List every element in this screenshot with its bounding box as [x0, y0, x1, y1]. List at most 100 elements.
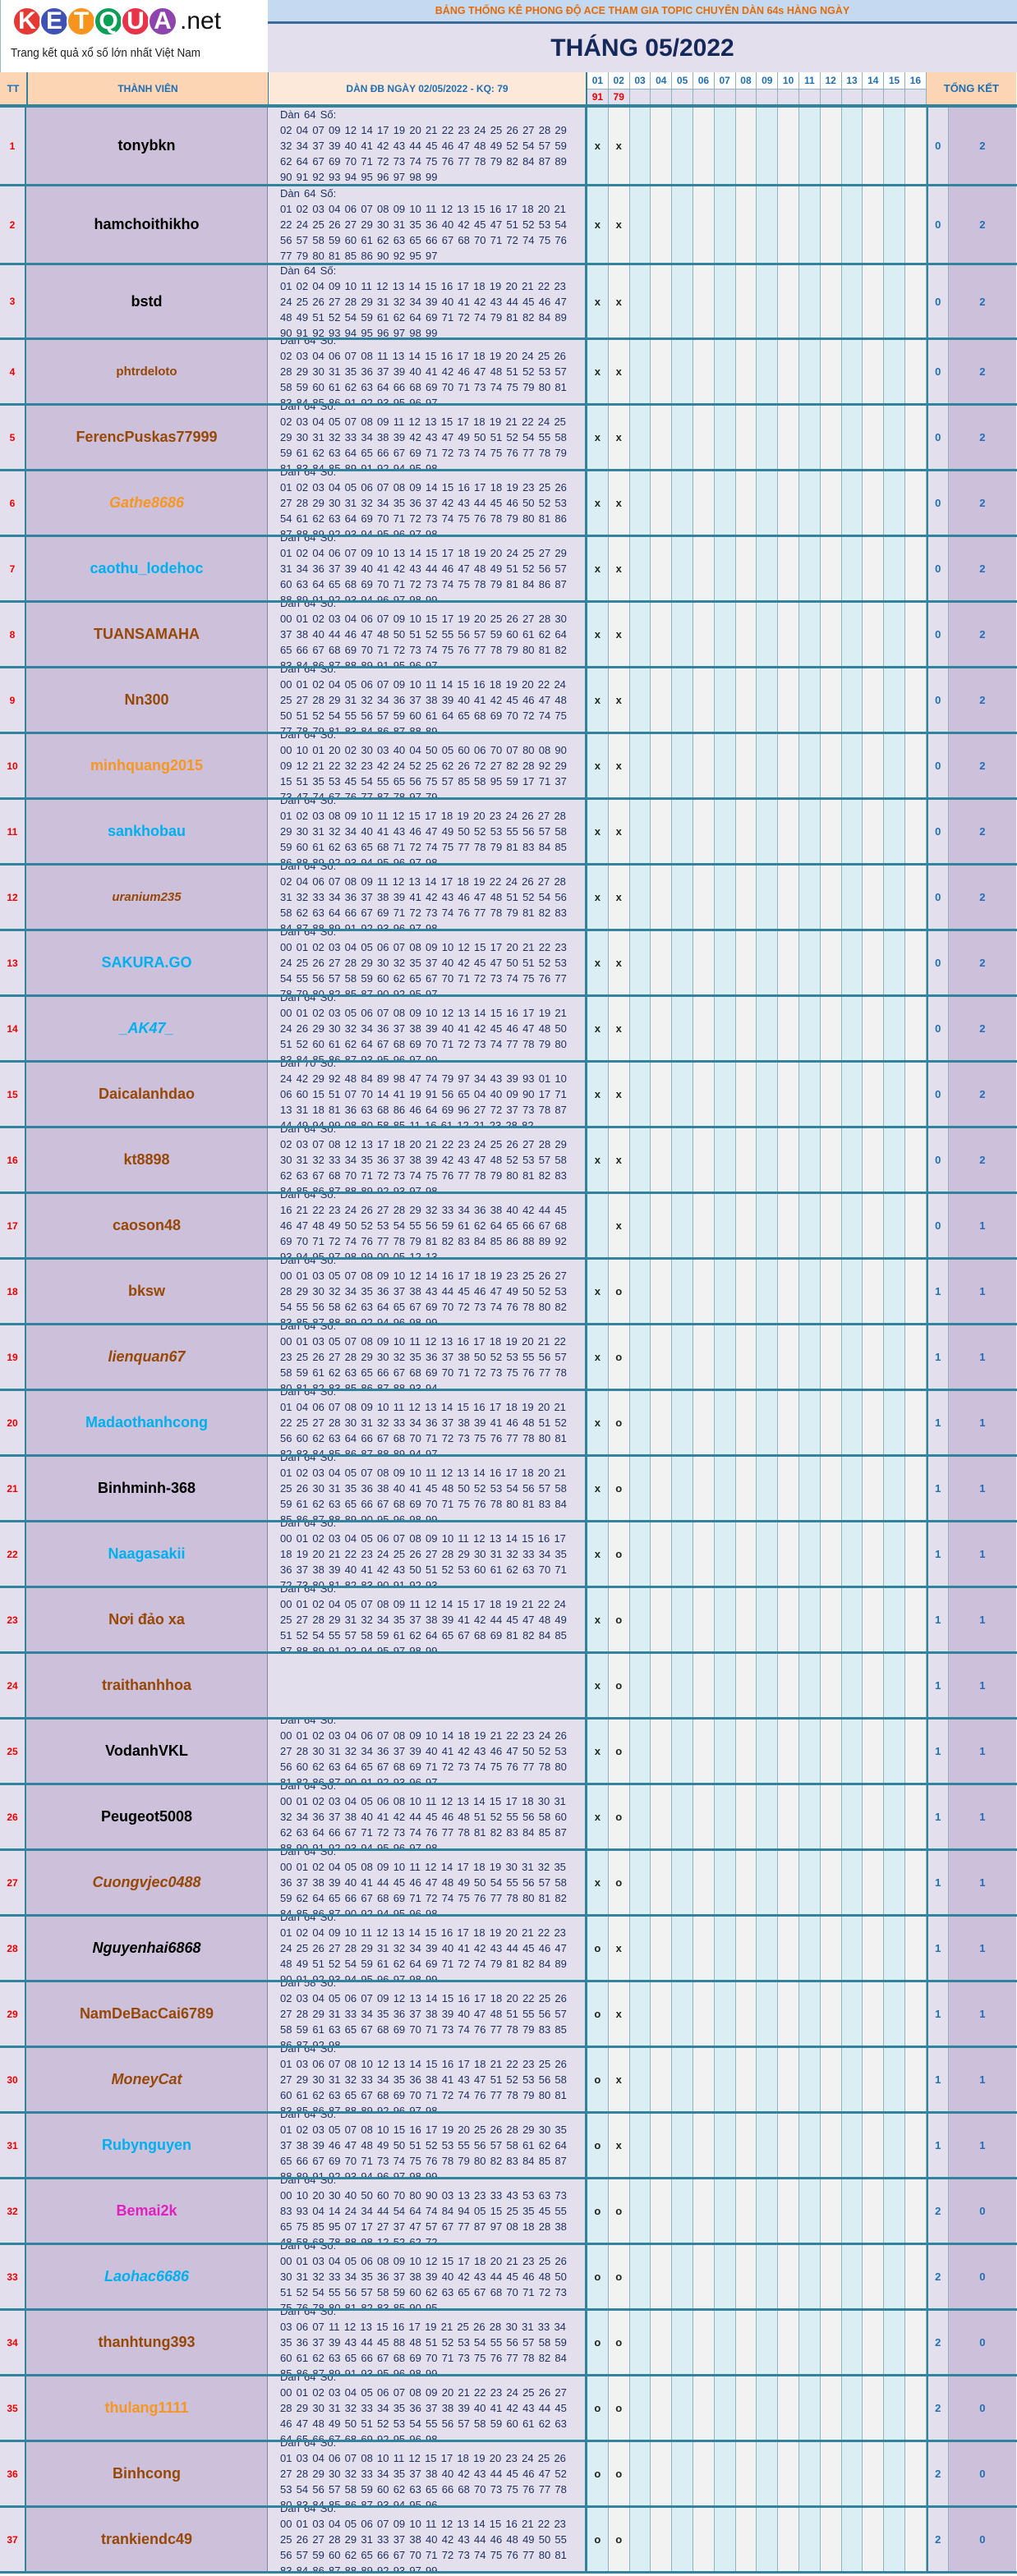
member-name[interactable]: Daicalanhdao [26, 1063, 268, 1126]
day-result [778, 90, 798, 104]
dan-line: 00 10 20 30 40 50 60 70 80 90 03 13 23 3… [280, 2189, 567, 2202]
member-name[interactable]: FerencPuskas77999 [26, 406, 268, 469]
day-cell-13 [841, 866, 863, 929]
day-cell-02: x [608, 2048, 630, 2111]
day-cell-07 [714, 1720, 736, 1783]
row-number: 25 [0, 1720, 26, 1783]
dan-line: 56 60 62 63 64 66 67 68 70 71 72 73 75 7… [280, 1432, 567, 1444]
day-cell-13 [841, 1982, 863, 2046]
day-cell-06 [693, 2376, 715, 2440]
day-cell-08 [735, 800, 757, 863]
day-cell-10 [778, 537, 799, 600]
day-cell-15 [884, 2508, 905, 2571]
day-cell-11 [798, 668, 821, 732]
day-cell-05 [672, 265, 693, 337]
day-cell-07 [714, 1325, 736, 1389]
day-cell-14 [863, 2508, 885, 2571]
day-cell-07 [714, 931, 736, 994]
member-name[interactable]: Naagasakii [26, 1522, 268, 1586]
member-name[interactable]: traithanhhoa [26, 1654, 268, 1717]
row-number: 34 [0, 2311, 26, 2374]
member-name[interactable]: sankhobau [26, 800, 268, 863]
day-cell-09 [757, 406, 779, 469]
day-cell-12 [820, 186, 842, 263]
member-name[interactable]: Binhminh-368 [26, 1457, 268, 1520]
day-cell-05 [672, 1260, 693, 1323]
member-name[interactable]: Cuongvjec0488 [26, 1851, 268, 1914]
day-cell-07 [714, 340, 736, 403]
dan-line: 01 03 04 06 07 08 10 11 12 15 17 18 19 2… [280, 2452, 566, 2464]
dan-line: 87 88 89 92 93 94 95 96 97 98 [280, 528, 438, 535]
day-cell-15 [884, 2376, 905, 2440]
member-name[interactable]: hamchoithikho [26, 186, 268, 263]
member-name[interactable]: Laohac6686 [26, 2245, 268, 2308]
day-cell-05 [672, 1851, 693, 1914]
total-result-1: 0 [926, 537, 949, 600]
dan-label: Dàn 58 Số: [280, 1982, 337, 1989]
day-cell-04 [651, 1785, 673, 1848]
member-name[interactable]: Rubynguyen [26, 2114, 268, 2177]
day-cell-13 [841, 603, 863, 666]
member-name[interactable]: Nn300 [26, 668, 268, 732]
dan-line: 01 03 06 07 08 10 12 13 14 15 16 17 18 2… [280, 2058, 567, 2070]
dan-label: Dàn 64 Số: [280, 603, 337, 609]
dan-line: 54 61 62 63 64 69 70 71 72 73 74 75 76 7… [280, 512, 567, 525]
day-cell-03 [629, 2245, 651, 2308]
day-cell-04 [651, 997, 673, 1060]
day-cell-04 [651, 734, 673, 797]
member-name[interactable]: Madaothanhcong [26, 1391, 268, 1454]
day-cell-13 [841, 1654, 863, 1717]
member-name[interactable]: caoson48 [26, 1194, 268, 1257]
member-name[interactable]: lienquan67 [26, 1325, 268, 1389]
day-number: 08 [735, 72, 757, 90]
day-cell-05 [672, 1720, 693, 1783]
member-name[interactable]: Binhcong [26, 2442, 268, 2505]
member-name[interactable]: MoneyCat [26, 2048, 268, 2111]
day-result: 79 [608, 90, 629, 104]
ketqua-logo[interactable]: K E T Q U A .net Trang kết quả xổ số lớn nhất … [0, 0, 268, 72]
total-result-2: 2 [948, 537, 1016, 600]
day-cell-07 [714, 1457, 736, 1520]
member-name[interactable]: Bemai2k [26, 2179, 268, 2243]
member-name[interactable]: caothu_lodehoc [26, 537, 268, 600]
member-name[interactable]: bstd [26, 265, 268, 337]
member-name[interactable]: Peugeot5008 [26, 1785, 268, 1848]
member-name[interactable]: SAKURA.GO [26, 931, 268, 994]
total-result-2: 1 [948, 1522, 1016, 1586]
dan-line: 32 34 36 37 38 40 41 42 44 45 46 48 51 5… [280, 1811, 567, 1823]
day-cell-15 [884, 1325, 905, 1389]
member-name[interactable]: thanhtung393 [26, 2311, 268, 2374]
member-name[interactable]: NamDeBacCai6789 [26, 1982, 268, 2046]
member-name[interactable]: minhquang2015 [26, 734, 268, 797]
dan-line: 90 91 92 93 94 95 96 97 98 99 [280, 326, 438, 338]
member-name[interactable]: TUANSAMAHA [26, 603, 268, 666]
total-result-2: 2 [948, 108, 1016, 184]
member-name[interactable]: tonybkn [26, 108, 268, 184]
total-result-2: 1 [948, 2114, 1016, 2177]
member-name[interactable]: kt8898 [26, 1128, 268, 1192]
member-name[interactable]: phtrdeloto [26, 340, 268, 403]
day-cell-06 [693, 1588, 715, 1651]
day-cell-07 [714, 1851, 736, 1914]
member-name[interactable]: VodanhVKL [26, 1720, 268, 1783]
table-row: 15 Daicalanhdao Dàn 70 Số: 24 42 29 92 48 8… [0, 1063, 1017, 1128]
member-name[interactable]: Nơi đảo xa [26, 1588, 268, 1651]
day-cell-01: x [587, 265, 609, 337]
member-name[interactable]: thulang1111 [26, 2376, 268, 2440]
member-name[interactable]: bksw [26, 1260, 268, 1323]
day-cell-02: o [608, 1260, 630, 1323]
day-cell-12 [820, 406, 842, 469]
member-name[interactable]: trankiendc49 [26, 2508, 268, 2571]
header-dan: DÀN ĐB NGÀY 02/05/2022 - KQ: 79 [268, 72, 587, 104]
dan-line: 36 37 38 39 40 41 42 43 50 51 52 53 60 6… [280, 1564, 567, 1576]
day-cell-09 [757, 265, 779, 337]
member-name[interactable]: Nguyenhai6868 [26, 1917, 268, 1980]
day-cell-10 [778, 1917, 799, 1980]
day-cell-11 [798, 2114, 821, 2177]
member-name[interactable]: _AK47_ [26, 997, 268, 1060]
header-day-03: 03 [629, 72, 651, 104]
member-name[interactable]: uranium235 [26, 866, 268, 929]
dan-line: 06 60 15 51 07 70 14 41 19 91 56 65 04 4… [280, 1088, 567, 1100]
member-name[interactable]: Gathe8686 [26, 471, 268, 535]
dan-label: Dàn 64 Số: [280, 800, 337, 806]
